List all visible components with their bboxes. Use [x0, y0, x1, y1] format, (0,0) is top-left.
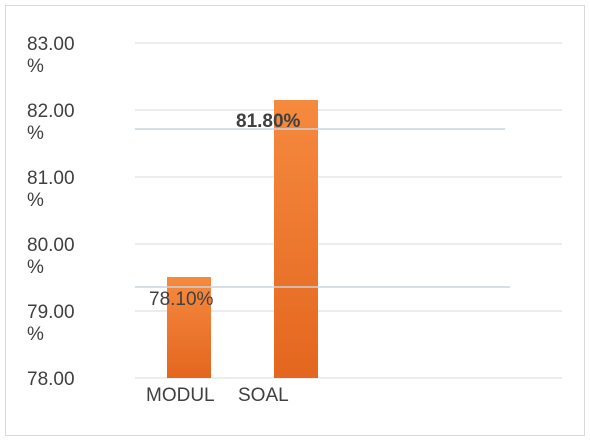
y-tick-label: 82.00%: [27, 101, 75, 144]
y-tick-value: 81.00: [27, 168, 75, 189]
y-tick-label: 83.00%: [27, 34, 75, 77]
y-tick-label: 78.00: [27, 369, 75, 390]
y-tick-label: 81.00%: [27, 168, 75, 211]
data-labels: 78.10% 81.80%: [135, 111, 510, 310]
y-tick-unit: %: [27, 324, 44, 345]
x-category-label: SOAL: [238, 385, 289, 406]
y-tick-unit: %: [27, 257, 44, 278]
y-tick-unit: %: [27, 56, 44, 77]
y-tick-value: 79.00: [27, 302, 75, 323]
data-label-modul: 78.10%: [149, 289, 214, 310]
y-tick-value: 78.00: [27, 369, 75, 390]
y-tick-value: 82.00: [27, 101, 75, 122]
x-axis-category-labels: MODUL SOAL: [146, 385, 289, 406]
bars: [167, 100, 318, 378]
y-tick-label: 80.00%: [27, 235, 75, 278]
data-label-soal: 81.80%: [236, 111, 301, 132]
bar-modul: [167, 277, 211, 378]
y-axis-tick-labels: 83.00 %82.00 %81.00 %80.00 %79.00 %78.00: [27, 34, 75, 390]
bar-soal: [274, 100, 318, 378]
y-tick-unit: %: [27, 190, 44, 211]
y-tick-value: 80.00: [27, 235, 75, 256]
x-category-label: MODUL: [146, 385, 215, 406]
y-tick-label: 79.00%: [27, 302, 75, 345]
y-tick-value: 83.00: [27, 34, 75, 55]
y-tick-unit: %: [27, 123, 44, 144]
